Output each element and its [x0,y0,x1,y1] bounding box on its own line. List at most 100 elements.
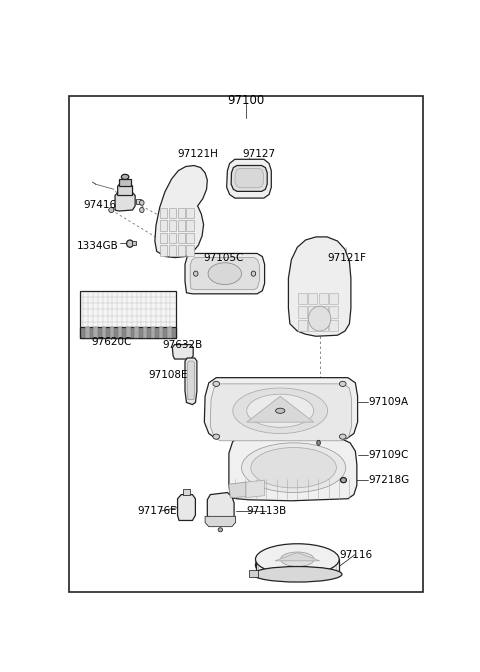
Polygon shape [204,378,358,439]
Bar [168,245,176,255]
Bar [126,327,131,338]
Polygon shape [155,165,207,257]
Bar [178,245,185,255]
Ellipse shape [109,208,114,212]
Polygon shape [247,396,314,422]
Polygon shape [119,179,132,186]
Ellipse shape [339,381,346,386]
Bar [167,327,171,338]
Bar [118,327,122,338]
Bar [110,327,114,338]
Text: 97113B: 97113B [246,506,287,516]
Text: 97109A: 97109A [369,397,409,407]
Ellipse shape [233,388,328,433]
Polygon shape [235,169,264,187]
Bar [132,241,135,245]
Bar [178,220,185,230]
Polygon shape [190,257,259,290]
Bar [186,245,194,255]
Bar [159,327,163,338]
Bar [298,306,307,318]
Text: 97116: 97116 [339,550,372,560]
Polygon shape [118,182,132,196]
Polygon shape [172,345,193,359]
Bar [186,208,194,218]
Text: 97105C: 97105C [204,253,244,263]
Text: 97632B: 97632B [163,339,203,349]
Ellipse shape [252,566,342,582]
Bar [143,327,147,338]
Bar [298,293,307,304]
Bar [309,293,317,304]
Bar [134,327,139,338]
Polygon shape [288,237,351,336]
Bar [94,327,98,338]
Polygon shape [187,361,195,399]
Polygon shape [115,192,135,211]
Polygon shape [205,516,236,527]
Ellipse shape [255,544,339,575]
Bar [168,208,176,218]
Polygon shape [231,165,267,192]
Polygon shape [256,559,339,575]
Text: 97218G: 97218G [369,475,410,485]
Bar [319,293,328,304]
Polygon shape [207,493,234,520]
Polygon shape [135,199,141,204]
Ellipse shape [193,271,198,276]
Bar [186,220,194,230]
Bar [329,320,338,331]
Polygon shape [275,552,320,561]
Bar [309,320,317,331]
Ellipse shape [247,394,314,427]
Ellipse shape [218,528,223,532]
Polygon shape [185,253,264,294]
Bar [151,327,155,338]
Bar [160,220,167,230]
Ellipse shape [140,200,144,206]
Bar [85,327,90,338]
Polygon shape [227,159,271,198]
Polygon shape [229,482,246,498]
Ellipse shape [140,208,144,212]
Bar [81,291,177,338]
Ellipse shape [339,434,346,439]
Ellipse shape [251,271,256,276]
Text: 97416: 97416 [84,200,117,210]
Polygon shape [229,433,357,501]
Ellipse shape [127,240,133,247]
Ellipse shape [121,174,129,179]
Bar [178,233,185,243]
Polygon shape [185,358,197,405]
Text: 97620C: 97620C [91,337,132,347]
Bar [186,233,194,243]
Text: 97121H: 97121H [177,149,218,159]
Ellipse shape [208,263,241,284]
Text: 97100: 97100 [228,94,264,107]
Ellipse shape [255,550,339,581]
Text: 1334GB: 1334GB [76,241,118,251]
Ellipse shape [276,408,285,413]
Text: 97176E: 97176E [137,506,177,516]
Ellipse shape [281,552,314,566]
Polygon shape [246,480,264,498]
Text: 97121F: 97121F [327,253,366,263]
Polygon shape [183,489,190,495]
Bar [168,220,176,230]
Ellipse shape [309,306,331,331]
Ellipse shape [317,440,321,446]
Bar [178,208,185,218]
Bar [81,327,177,338]
Bar [329,306,338,318]
Bar [329,293,338,304]
Ellipse shape [213,381,219,386]
Bar [168,233,176,243]
Ellipse shape [251,448,336,488]
Bar [160,245,167,255]
Ellipse shape [213,434,219,439]
Bar [319,306,328,318]
Bar [102,327,106,338]
Bar [160,208,167,218]
Ellipse shape [340,478,347,482]
Bar [309,306,317,318]
